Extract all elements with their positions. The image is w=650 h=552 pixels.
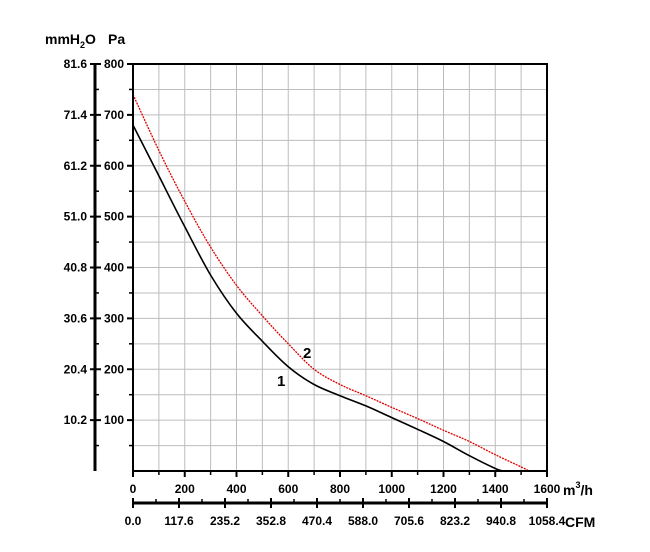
mmh2o-tick-label: 81.6 — [64, 57, 88, 71]
cfm-tick-label: 940.8 — [486, 514, 516, 528]
pa-tick-label: 800 — [104, 57, 124, 71]
m3h-tick-label: 1400 — [482, 482, 509, 496]
cfm-tick-label: 117.6 — [164, 514, 194, 528]
mmh2o-tick-label: 10.2 — [64, 413, 88, 427]
pa-tick-label: 400 — [104, 261, 124, 275]
pa-tick-label: 100 — [104, 413, 124, 427]
mmh2o-tick-label: 20.4 — [64, 362, 88, 376]
curve-2-label: 2 — [303, 345, 311, 362]
mmh2o-tick-label: 40.8 — [64, 261, 88, 275]
cfm-tick-label: 235.2 — [210, 514, 240, 528]
cfm-unit-label: CFM — [565, 514, 595, 530]
m3h-tick-label: 400 — [226, 482, 246, 496]
m3h-tick-label: 200 — [175, 482, 195, 496]
cfm-tick-label: 588.0 — [348, 514, 378, 528]
curve-1-label: 1 — [277, 373, 285, 390]
cfm-tick-label: 1058.4 — [529, 514, 566, 528]
mmh2o-tick-label: 51.0 — [64, 210, 88, 224]
mmh2o-tick-label: 71.4 — [64, 108, 88, 122]
mmh2o-unit-label: mmH2O — [45, 31, 96, 50]
tick-marks — [90, 63, 548, 508]
chart-grid — [133, 64, 547, 471]
m3h-tick-label: 1200 — [430, 482, 457, 496]
pa-tick-label: 700 — [104, 108, 124, 122]
pa-tick-label: 600 — [104, 159, 124, 173]
cfm-tick-label: 470.4 — [302, 514, 332, 528]
series-1-line — [132, 124, 504, 472]
m3h-tick-label: 600 — [278, 482, 298, 496]
mmh2o-tick-label: 30.6 — [64, 311, 88, 325]
m3h-unit-label: m3/h — [563, 480, 593, 498]
series-layer — [132, 94, 530, 472]
pa-tick-label: 300 — [104, 311, 124, 325]
m3h-tick-label: 1600 — [534, 482, 561, 496]
cfm-tick-label: 705.6 — [394, 514, 424, 528]
cfm-tick-label: 823.2 — [440, 514, 470, 528]
tick-labels: 100 200 300 400 500 600 700 800 10.2 20.4 30.6 40.8… — [64, 57, 566, 528]
m3h-tick-label: 0 — [130, 482, 137, 496]
m3h-tick-label: 800 — [330, 482, 350, 496]
mmh2o-tick-label: 61.2 — [64, 159, 88, 173]
cfm-tick-label: 352.8 — [256, 514, 286, 528]
cfm-tick-label: 0.0 — [125, 514, 142, 528]
pa-unit-label: Pa — [108, 31, 125, 47]
chart-axes — [93, 63, 548, 505]
series-2-line — [132, 94, 530, 472]
m3h-tick-label: 1000 — [378, 482, 405, 496]
pa-tick-label: 200 — [104, 362, 124, 376]
pa-tick-label: 500 — [104, 210, 124, 224]
